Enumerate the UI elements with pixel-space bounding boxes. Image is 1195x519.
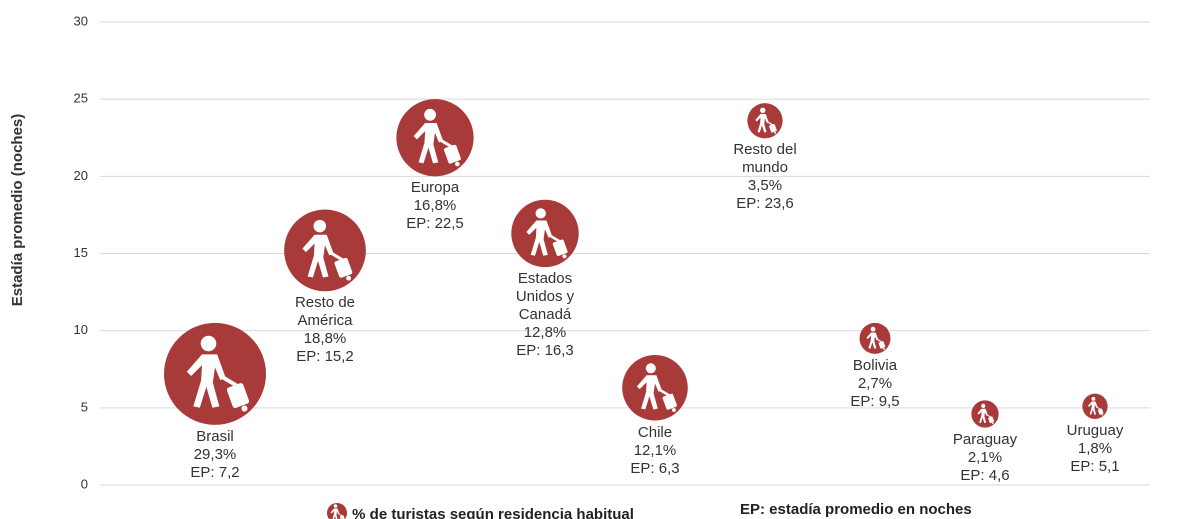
y-tick-label: 0	[81, 476, 88, 491]
annotation: EP: estadía promedio en noches	[740, 501, 972, 518]
bubble	[859, 322, 891, 354]
value-label: EP: 22,5	[406, 215, 464, 233]
bubble	[747, 103, 783, 139]
size-label: 1,8%	[1077, 439, 1113, 457]
y-tick-label: 5	[81, 399, 88, 414]
data-label: Brasil 29,3% EP: 7,2	[177, 428, 253, 482]
legend-label: % de turistas según residencia habitual	[352, 506, 634, 519]
size-label: 12,8%	[523, 324, 567, 342]
bubble	[284, 209, 366, 292]
value-label: EP: 5,1	[1070, 457, 1120, 475]
data-label: Paraguay 2,1% EP: 4,6	[947, 431, 1023, 485]
value-label: EP: 6,3	[630, 459, 680, 477]
legend-series: % de turistas según residencia habitual	[326, 497, 634, 519]
data-label: Bolivia 2,7% EP: 9,5	[837, 357, 913, 411]
y-axis-label: Estadía promedio (noches)	[9, 114, 26, 307]
bubble	[164, 322, 266, 425]
category-label: Chile	[637, 423, 673, 441]
legend-icon	[327, 503, 347, 519]
category-label: Brasil	[196, 427, 234, 445]
size-label: 29,3%	[193, 445, 237, 463]
value-label: EP: 16,3	[516, 342, 574, 360]
size-label: 18,8%	[303, 330, 347, 348]
category-label: Resto del mundo	[733, 141, 797, 177]
y-tick-label: 30	[74, 13, 88, 28]
y-tick-label: 20	[74, 168, 88, 183]
value-label: EP: 4,6	[960, 466, 1010, 484]
size-label: 2,7%	[857, 374, 893, 392]
category-label: Bolivia	[852, 356, 898, 374]
category-label: Uruguay	[1066, 421, 1124, 439]
category-label: Estados Unidos y Canadá	[515, 270, 575, 324]
value-label: EP: 15,2	[296, 348, 354, 366]
data-label: Europa 16,8% EP: 22,5	[397, 179, 473, 233]
data-label: Resto de América 18,8% EP: 15,2	[287, 294, 363, 366]
value-label: EP: 9,5	[850, 392, 900, 410]
data-label: Uruguay 1,8% EP: 5,1	[1057, 422, 1133, 476]
size-label: 3,5%	[747, 177, 783, 195]
category-label: Resto de América	[294, 294, 356, 330]
data-label: Estados Unidos y Canadá 12,8% EP: 16,3	[507, 270, 583, 360]
size-label: 16,8%	[413, 197, 457, 215]
size-label: 2,1%	[967, 448, 1003, 466]
y-tick-label: 10	[74, 322, 88, 337]
data-label: Chile 12,1% EP: 6,3	[617, 424, 693, 478]
value-label: EP: 23,6	[736, 195, 794, 213]
y-tick-label: 25	[74, 91, 88, 106]
y-tick-label: 15	[74, 245, 88, 260]
bubble	[1082, 393, 1108, 419]
category-label: Europa	[410, 179, 460, 197]
bubble	[396, 99, 474, 177]
bubble	[971, 400, 999, 428]
category-label: Paraguay	[952, 430, 1018, 448]
bubble	[511, 199, 579, 268]
size-label: 12,1%	[633, 441, 677, 459]
value-label: EP: 7,2	[190, 463, 240, 481]
data-label: Resto del mundo 3,5% EP: 23,6	[727, 141, 803, 213]
bubble	[622, 354, 688, 421]
